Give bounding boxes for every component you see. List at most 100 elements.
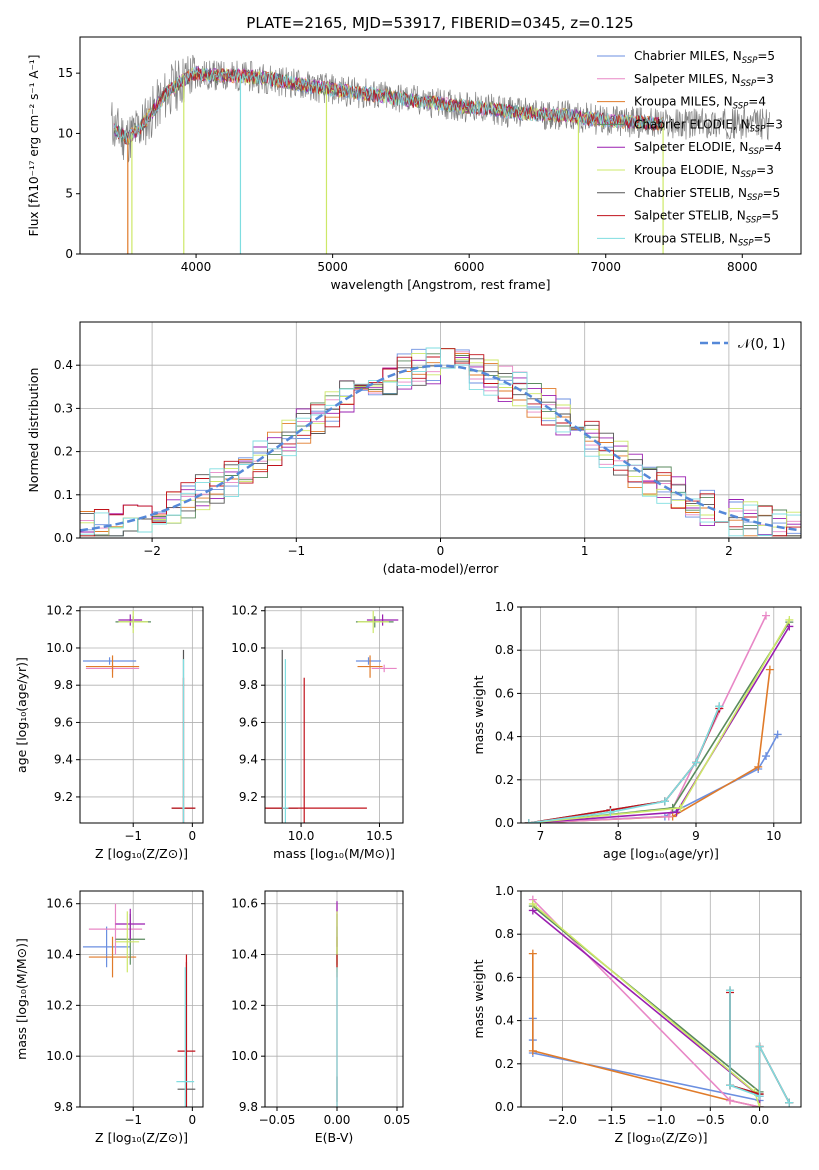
y-tick-label: 10.0	[231, 641, 258, 655]
figure-title: PLATE=2165, MJD=53917, FIBERID=0345, z=0…	[246, 14, 633, 32]
y-tick-label: 10.2	[231, 998, 258, 1012]
weight-marker	[765, 665, 774, 674]
y-tick-label: 10.0	[46, 1049, 73, 1063]
legend-label: 𝒩(0, 1)	[738, 337, 785, 352]
y-tick-label: 0.6	[495, 686, 514, 700]
y-tick-label: 0.3	[54, 401, 73, 415]
y-tick-label: 0.2	[495, 1057, 514, 1071]
x-axis-label: Z [log₁₀(Z/Z⊙)]	[615, 1130, 708, 1145]
y-tick-label: 0.8	[495, 643, 514, 657]
weight-line	[532, 953, 760, 1107]
weight-marker	[528, 899, 537, 908]
weight-marker	[762, 752, 770, 761]
y-tick-label: 9.8	[239, 1100, 258, 1114]
x-axis-label: wavelength [Angstrom, rest frame]	[330, 277, 550, 292]
weight-marker	[726, 1081, 735, 1090]
y-axis-label: age [log₁₀(age/yr)]	[14, 657, 29, 773]
model-spectrum-line	[113, 67, 663, 145]
plot-area-weight_vs_Z	[528, 895, 794, 1107]
panel-mass_vs_ebv: −0.05 0.00 0.05 9.8 10.0 10.2 10.4 10.6 E(B-V)	[231, 890, 410, 1145]
x-axis-label: (data-model)/error	[383, 561, 500, 576]
panel-mass_vs_Z: −1 0 9.8 10.0 10.2 10.4 10.6 Z [log₁₀(Z/Z⊙)] mas…	[14, 890, 204, 1145]
weight-marker	[755, 1042, 764, 1051]
x-axis-label: Z [log₁₀(Z/Z⊙)]	[95, 846, 188, 861]
y-axis-label: Flux [fλ10⁻¹⁷ erg cm⁻² s⁻¹ A⁻¹]	[27, 55, 41, 237]
y-tick-label: 9.2	[239, 790, 258, 804]
axes-frame	[264, 606, 404, 824]
x-tick-label: −2.0	[548, 1113, 577, 1127]
weight-marker	[692, 758, 700, 767]
panel-residuals: −2 −1 0 1 2 0.0 0.1 0.2 0.3 0.4 (data-model)/error…	[26, 321, 802, 576]
y-tick-label: 9.6	[54, 715, 73, 729]
y-axis-label: mass weight	[471, 959, 486, 1038]
weight-marker	[606, 808, 615, 817]
x-tick-label: 0	[437, 544, 445, 558]
y-tick-label: 10.6	[46, 897, 73, 911]
axes-frame	[79, 890, 204, 1108]
legend-label: Chabrier ELODIE, NSSP=3	[634, 117, 783, 134]
weight-marker	[726, 1096, 735, 1105]
x-tick-label: 8	[614, 829, 622, 843]
weight-marker	[676, 803, 685, 812]
y-tick-label: 10.4	[231, 948, 258, 962]
y-tick-label: 9.6	[239, 715, 258, 729]
weight-marker	[672, 808, 681, 817]
x-tick-label: 7000	[590, 260, 621, 274]
weight-marker	[528, 949, 537, 958]
y-tick-label: 0.0	[495, 816, 514, 830]
x-tick-label: 0	[189, 829, 197, 843]
y-axis-label: mass weight	[471, 675, 486, 754]
model-spectrum-line	[113, 67, 663, 146]
weight-line	[528, 621, 790, 823]
y-tick-label: 9.8	[54, 678, 73, 692]
y-tick-label: 10.2	[46, 998, 73, 1012]
x-tick-label: −1.0	[646, 1113, 675, 1127]
y-tick-label: 15	[58, 66, 73, 80]
y-tick-label: 9.4	[54, 753, 73, 767]
plot-area-weight_vs_age	[524, 611, 794, 823]
legend-label: Kroupa STELIB, NSSP=5	[634, 231, 771, 248]
panel-spectrum: 4000 5000 6000 7000 8000 0 5 10 15 wavelength [An…	[27, 36, 802, 292]
y-tick-label: 0.4	[495, 730, 514, 744]
x-tick-label: 2	[725, 544, 733, 558]
x-tick-label: 0.00	[324, 1113, 351, 1127]
x-tick-label: −1	[287, 544, 305, 558]
plot-area-age_vs_Z	[82, 610, 196, 823]
y-tick-label: 10.0	[46, 641, 73, 655]
y-tick-label: 9.4	[239, 753, 258, 767]
gaussian-curve	[80, 364, 801, 532]
x-tick-label: 6000	[454, 260, 485, 274]
y-tick-label: 0.4	[495, 1014, 514, 1028]
y-tick-label: 0.0	[495, 1100, 514, 1114]
x-tick-label: 5000	[317, 260, 348, 274]
x-tick-label: −0.05	[259, 1113, 296, 1127]
panel-age_vs_mass: 10.0 10.5 9.2 9.4 9.6 9.8 10.0 10.2 mass [log₁₀(…	[231, 604, 404, 861]
weight-marker	[754, 762, 763, 771]
y-tick-label: 9.8	[239, 678, 258, 692]
y-tick-label: 9.2	[54, 790, 73, 804]
weight-line	[528, 669, 771, 823]
axes-frame	[264, 890, 404, 1108]
y-tick-label: 0.4	[54, 358, 73, 372]
y-tick-label: 10.2	[231, 604, 258, 618]
y-axis-label: mass [log₁₀(M/M⊙)]	[14, 938, 29, 1060]
legend-label: Salpeter ELODIE, NSSP=4	[634, 140, 782, 157]
x-tick-label: 0	[189, 1113, 197, 1127]
weight-marker	[785, 1098, 794, 1107]
x-tick-label: −1.5	[597, 1113, 626, 1127]
y-axis-label: Normed distribution	[26, 368, 41, 493]
x-tick-label: 8000	[727, 260, 758, 274]
x-tick-label: −0.5	[696, 1113, 725, 1127]
x-tick-label: −1	[124, 1113, 142, 1127]
x-tick-label: 4000	[181, 260, 212, 274]
y-tick-label: 0.2	[54, 445, 73, 459]
legend-label: Kroupa MILES, NSSP=4	[634, 95, 766, 112]
x-tick-label: 7	[537, 829, 545, 843]
plot-area-mass_vs_Z	[82, 903, 196, 1107]
y-tick-label: 1.0	[495, 600, 514, 614]
axes-frame	[520, 606, 802, 824]
panel-age_vs_Z: −1 0 9.2 9.4 9.6 9.8 10.0 10.2 Z [log₁₀(Z/Z⊙)] ag…	[14, 604, 204, 861]
weight-line	[528, 625, 790, 823]
weight-marker	[664, 812, 673, 821]
y-tick-label: 10.6	[231, 897, 258, 911]
